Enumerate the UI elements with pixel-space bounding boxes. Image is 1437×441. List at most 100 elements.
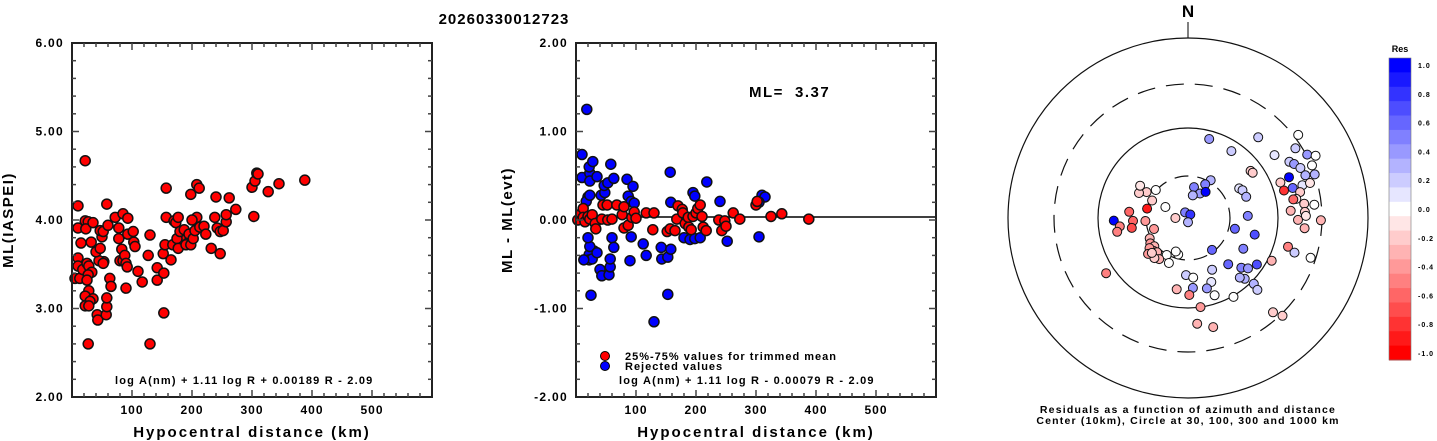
ml-point: [82, 338, 94, 350]
colorbar-tick-label: 0.8: [1418, 92, 1431, 99]
azimuth-point: [1269, 150, 1280, 161]
ml-distance-panel: 100 200 300 400 500 2.00 3.00 4.00 5.00 6.00 log …: [0, 36, 433, 441]
azimuth-point: [1147, 195, 1158, 206]
ml-points: [69, 154, 311, 350]
ring-100km: [1097, 127, 1279, 309]
colorbar-tick-label: -0.6: [1418, 293, 1434, 300]
ml-annotation: log A(nm) + 1.11 log R + 0.00189 R - 2.0…: [115, 375, 374, 387]
rejected-point: [608, 241, 620, 254]
colorbar-block: [1389, 244, 1411, 260]
residual-y-tick-label: 1.00: [539, 125, 568, 139]
azimuth-point: [1243, 263, 1253, 274]
azimuth-point: [1170, 246, 1181, 257]
rejected-point: [606, 231, 618, 244]
azimuth-point: [1238, 243, 1249, 254]
azimuth-point: [1171, 284, 1182, 295]
legend-label-rejected: Rejected values: [625, 361, 723, 373]
colorbar-block: [1389, 101, 1411, 117]
ml-y-label: ML(IASPEI): [0, 172, 17, 268]
azimuth-points: [1101, 129, 1326, 333]
rejected-point: [664, 166, 676, 178]
azimuth-point: [1300, 210, 1311, 221]
residual-x-tick-label: 200: [684, 403, 707, 417]
ml-axis-ticks: 100 200 300 400 500 2.00 3.00 4.00 5.00 6.00: [35, 36, 432, 417]
ml-point: [220, 208, 232, 221]
rejected-point: [584, 189, 596, 201]
azimuth-point: [1266, 255, 1277, 266]
ring-30km: [1145, 175, 1231, 261]
azimuth-point: [1242, 210, 1253, 221]
rejected-point: [640, 249, 652, 262]
trimmed-point: [669, 224, 681, 237]
colorbar-block: [1389, 230, 1411, 246]
rejected-point: [662, 288, 674, 301]
azimuth-point: [1249, 229, 1260, 240]
rejected-point: [578, 254, 590, 266]
ml-point: [193, 182, 205, 194]
ml-point: [172, 211, 184, 224]
azimuth-point: [1108, 215, 1119, 226]
residual-x-tick-label: 300: [744, 403, 767, 417]
azimuth-point: [1135, 180, 1146, 191]
colorbar-tick-label: 0.6: [1418, 121, 1431, 128]
ml-y-tick-label: 6.00: [35, 36, 64, 50]
colorbar-block: [1389, 58, 1411, 73]
ml-point: [80, 223, 92, 235]
azimuth-point: [1208, 322, 1219, 333]
ml-point: [113, 222, 125, 234]
colorbar-tick-label: 0.2: [1418, 178, 1431, 185]
azimuth-point: [1247, 167, 1258, 178]
azimuth-point: [1295, 163, 1306, 173]
colorbar-block: [1389, 273, 1411, 289]
colorbar-block: [1389, 173, 1411, 188]
ml-point: [151, 274, 163, 286]
azimuth-point: [1149, 224, 1159, 234]
azimuth-point: [1201, 283, 1212, 294]
rejected-point: [701, 176, 713, 188]
azimuth-point: [1207, 264, 1218, 275]
azimuth-point: [1140, 216, 1151, 226]
ml-point: [165, 254, 177, 266]
trimmed-point: [751, 195, 763, 208]
azimuth-point: [1305, 178, 1315, 188]
azimuth-point: [1279, 185, 1289, 196]
colorbar-block: [1389, 201, 1411, 217]
residual-y-tick-label: 0.00: [539, 213, 568, 227]
ml-point: [273, 177, 285, 190]
residual-annotation: log A(nm) + 1.11 log R - 0.00079 R - 2.0…: [619, 375, 875, 387]
azimuth-point: [1285, 205, 1296, 216]
azimuth-point: [1299, 223, 1310, 234]
trimmed-point: [700, 224, 712, 237]
ml-point: [223, 192, 235, 204]
residual-y-tick-label: -2.00: [534, 390, 568, 404]
azimuth-point: [1315, 215, 1326, 226]
azimuth-point: [1200, 186, 1211, 197]
ml-point: [120, 282, 132, 294]
colorbar-frame: [1388, 57, 1412, 361]
ml-point: [144, 229, 156, 241]
azimuth-point: [1160, 202, 1171, 212]
azimuth-point: [1293, 214, 1303, 225]
residual-y-tick-label: -1.00: [534, 302, 568, 316]
azimuth-point: [1252, 284, 1263, 295]
ml-point: [105, 280, 117, 293]
rejected-point: [591, 170, 603, 183]
rejected-point: [624, 254, 636, 267]
azimuth-point: [1146, 247, 1157, 258]
legend-marker-trimmed: [600, 351, 610, 361]
trimmed-point: [590, 223, 602, 235]
ml-point: [101, 198, 113, 210]
azimuth-point: [1228, 291, 1239, 302]
colorbar-block: [1389, 72, 1411, 88]
azimuth-point: [1283, 241, 1293, 252]
ml-point: [121, 261, 133, 273]
ml-point: [129, 240, 141, 253]
residual-x-tick-label: 400: [804, 403, 827, 417]
ml-point: [214, 247, 226, 260]
ml-y-tick-label: 4.00: [35, 213, 64, 227]
azimuth-point: [1253, 132, 1264, 143]
rejected-point: [753, 231, 765, 243]
azimuth-point: [1288, 194, 1299, 205]
colorbar-title: Res: [1392, 44, 1409, 54]
azimuth-point: [1184, 290, 1195, 300]
